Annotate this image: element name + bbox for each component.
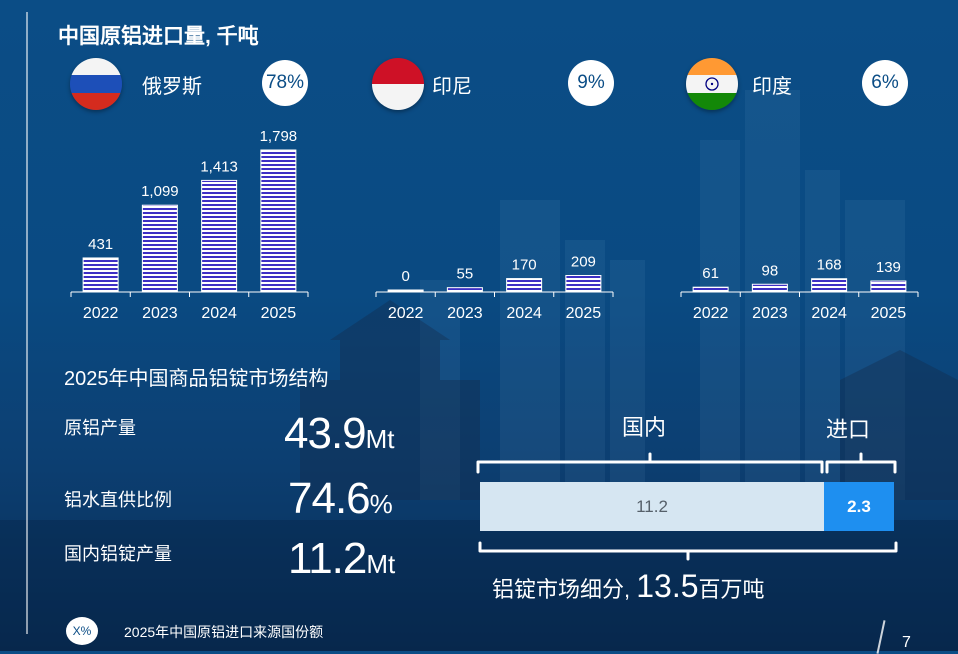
bar-india-2025: [870, 280, 907, 293]
kpi-unit-domestic-ingot-output: Mt: [366, 549, 396, 579]
caption-unit: 百万吨: [698, 577, 765, 602]
category-label-indonesia-2024: 2024: [506, 305, 542, 322]
kpi-unit-direct-supply-ratio: %: [369, 489, 393, 519]
bar-india-2023: [751, 283, 788, 293]
page-number: 7: [902, 634, 911, 651]
kpi-value-domestic-ingot-output: 11.2Mt: [288, 534, 395, 584]
bar-india-2022: [692, 286, 729, 293]
value-label-indonesia-2022: 0: [401, 268, 409, 285]
kpi-unit-primary-output: Mt: [365, 424, 395, 454]
caption-prefix: 铝锭市场细分,: [492, 577, 631, 602]
category-label-russia-2025: 2025: [261, 305, 297, 322]
country-header-india: 印度 6%: [686, 58, 910, 110]
category-label-russia-2024: 2024: [201, 305, 237, 322]
kpi-value-direct-supply-ratio: 74.6%: [288, 474, 393, 524]
value-label-russia-2022: 431: [88, 236, 113, 253]
legend-text: 2025年中国原铝进口来源国份额: [124, 624, 324, 640]
value-label-indonesia-2023: 55: [457, 266, 474, 283]
import-segment-bar: 2.3: [824, 482, 894, 531]
left-divider-rule: [26, 12, 28, 634]
bar-indonesia-2022: [387, 289, 424, 293]
bar-russia-2025: [260, 149, 297, 293]
value-label-russia-2025: 1,798: [260, 128, 298, 145]
bar-indonesia-2025: [565, 274, 602, 293]
kpi-number-primary-output: 43.9: [284, 409, 367, 458]
country-name-indonesia: 印尼: [432, 76, 472, 98]
bar-india-2024: [811, 278, 848, 293]
value-label-indonesia-2025: 209: [571, 253, 596, 270]
value-label-russia-2023: 1,099: [141, 183, 179, 200]
category-label-russia-2023: 2023: [142, 305, 178, 322]
russia-flag-icon: [70, 58, 122, 110]
domestic-segment-label: 国内: [622, 415, 667, 440]
bar-indonesia-2023: [446, 287, 483, 293]
caption-total-value: 13.5: [636, 568, 699, 604]
value-label-india-2022: 61: [702, 265, 719, 282]
market-segment-caption: 铝锭市场细分, 13.5百万吨: [492, 568, 765, 605]
value-label-russia-2024: 1,413: [200, 158, 238, 175]
bar-russia-2023: [141, 204, 178, 293]
share-badge-india: 6%: [862, 60, 908, 106]
category-label-indonesia-2023: 2023: [447, 305, 483, 322]
category-label-india-2025: 2025: [871, 305, 907, 322]
country-name-russia: 俄罗斯: [142, 76, 202, 98]
value-label-india-2025: 139: [876, 259, 901, 276]
kpi-number-direct-supply-ratio: 74.6: [288, 474, 371, 523]
category-label-russia-2022: 2022: [83, 305, 119, 322]
share-badge-russia: 78%: [262, 60, 308, 106]
kpi-label-domestic-ingot-output: 国内铝锭产量: [64, 544, 172, 564]
import-volume-bar-charts: 431 2022 1,099 2023 1,413 2024 1,798 2025 0 2022 5…: [82, 128, 907, 322]
kpi-number-domestic-ingot-output: 11.2: [288, 534, 367, 583]
country-header-indonesia: 印尼 9%: [372, 58, 616, 110]
kpi-label-direct-supply-ratio: 铝水直供比例: [64, 490, 172, 510]
import-segment-label: 进口: [826, 417, 871, 442]
page-title: 中国原铝进口量, 千吨: [58, 25, 259, 48]
value-label-indonesia-2024: 170: [512, 257, 537, 274]
kpi-value-primary-output: 43.9Mt: [284, 409, 395, 459]
market-structure-title: 2025年中国商品铝锭市场结构: [64, 368, 329, 390]
category-label-indonesia-2025: 2025: [566, 305, 602, 322]
legend-share-badge: X%: [66, 617, 98, 645]
bar-indonesia-2024: [506, 278, 543, 293]
category-label-india-2024: 2024: [811, 305, 847, 322]
category-label-india-2023: 2023: [752, 305, 788, 322]
value-label-india-2023: 98: [762, 262, 779, 279]
category-label-india-2022: 2022: [693, 305, 729, 322]
category-label-indonesia-2022: 2022: [388, 305, 424, 322]
bar-russia-2024: [201, 179, 238, 293]
kpi-label-primary-output: 原铝产量: [64, 418, 136, 438]
domestic-segment-bar: 11.2: [480, 482, 824, 531]
bar-russia-2022: [82, 257, 119, 293]
ashoka-chakra-icon: [705, 77, 719, 91]
country-name-india: 印度: [752, 76, 792, 98]
value-label-india-2024: 168: [817, 257, 842, 274]
share-badge-indonesia: 9%: [568, 60, 614, 106]
india-flag-icon: [686, 58, 738, 110]
country-header-russia: 俄罗斯 78%: [70, 58, 310, 110]
